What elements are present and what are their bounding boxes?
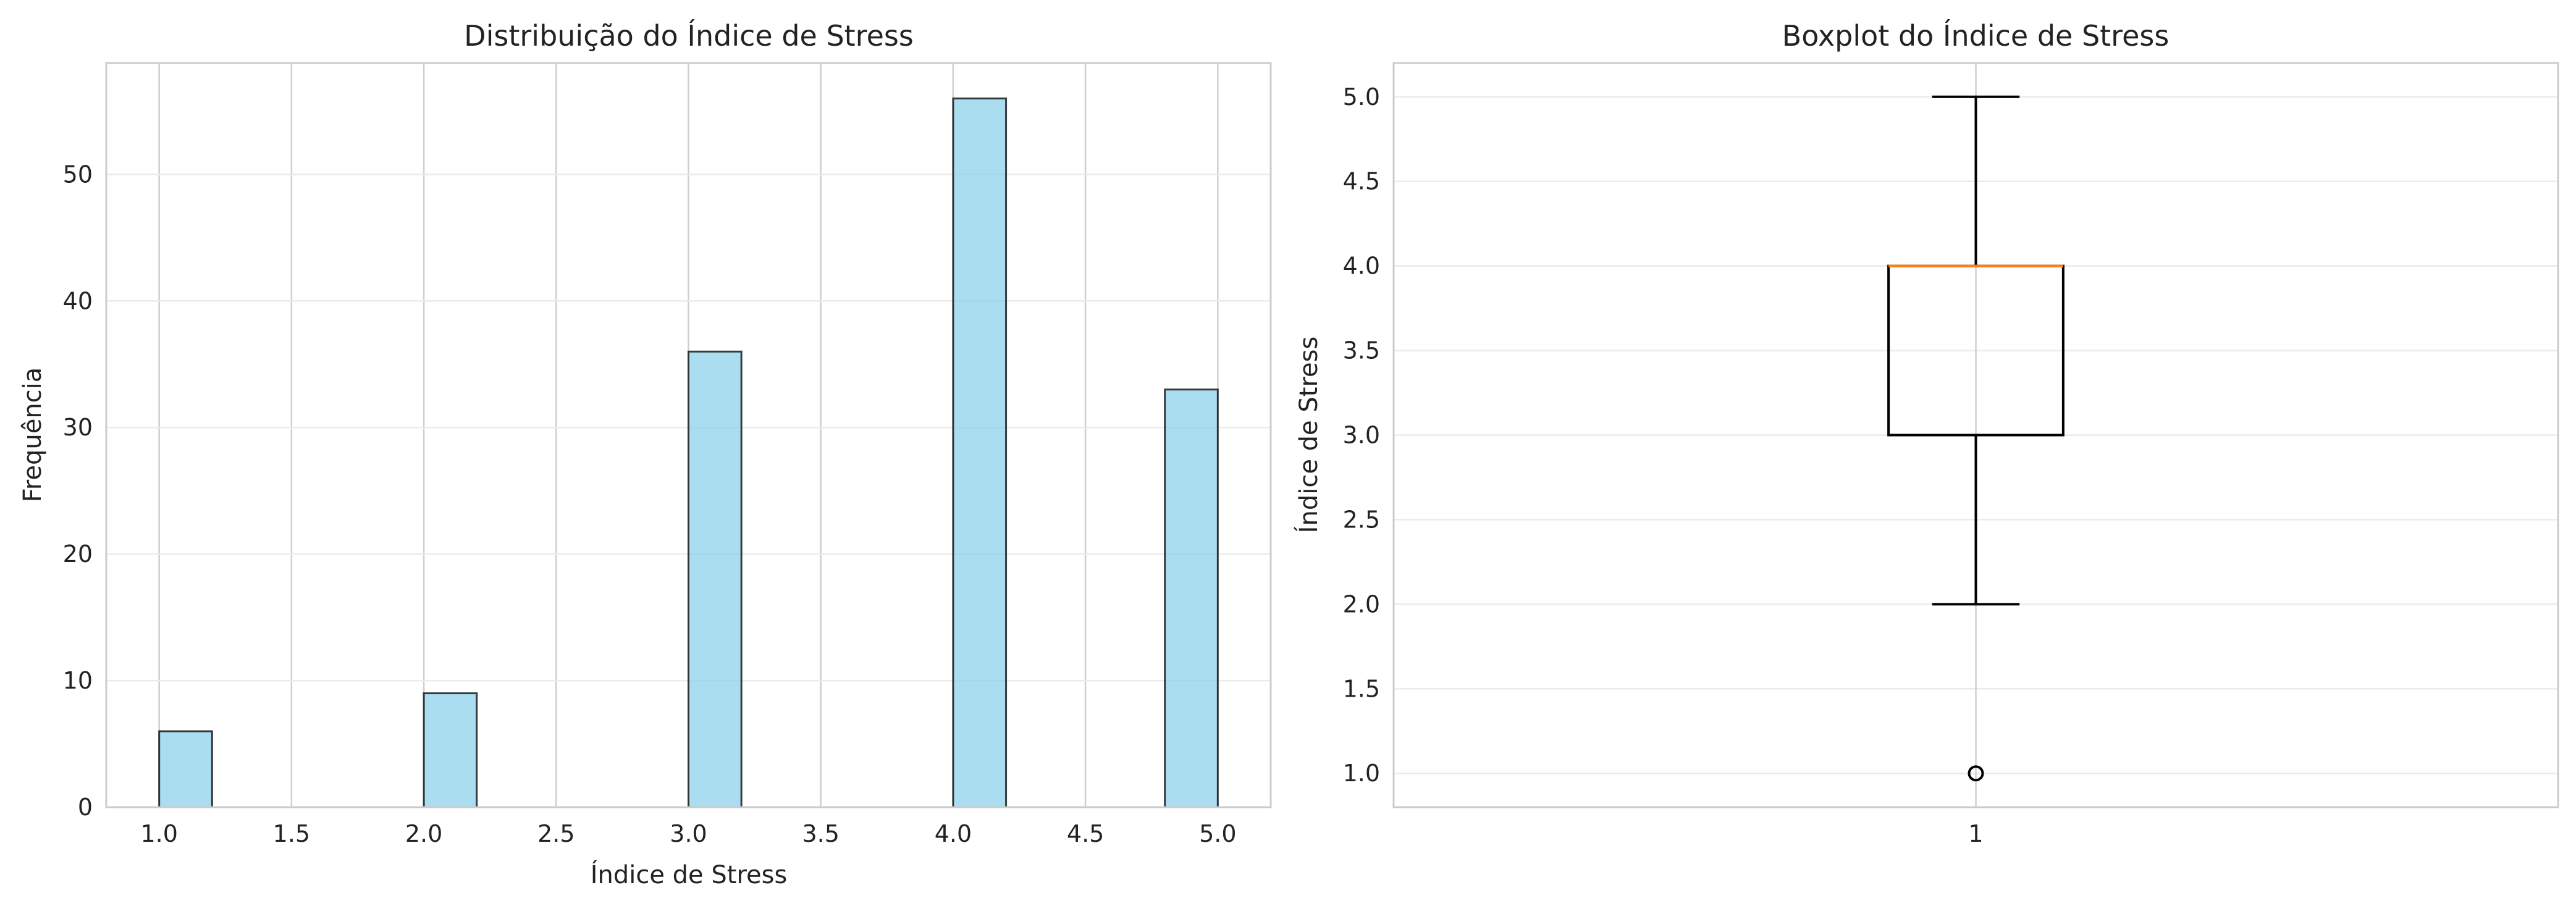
boxplot-y-tick-label: 3.0 [1343,422,1380,449]
boxplot-y-tick-label: 2.0 [1343,590,1380,618]
histogram-y-tick-label: 50 [63,161,93,188]
boxplot-y-tick-label: 5.0 [1343,83,1380,111]
boxplot-marks [1887,95,2065,782]
histogram-x-tick-label: 3.5 [802,820,839,847]
histogram-y-tick-label: 10 [63,667,93,694]
boxplot-frame [1392,62,2559,808]
boxplot-y-tick-label: 3.5 [1343,337,1380,364]
histogram-x-tick-label: 2.0 [405,820,442,847]
boxplot-y-tick-label: 4.5 [1343,168,1380,195]
histogram-bar [158,730,213,808]
histogram-y-ticks: 0 10 20 30 40 50 [63,161,93,821]
histogram-x-tick-label: 5.0 [1199,820,1236,847]
histogram-bar [423,692,478,808]
histogram-y-label: Frequência [19,367,47,503]
histogram-x-tick-label: 1.0 [140,820,177,847]
histogram-y-tick-label: 30 [63,414,93,441]
histogram-y-tick-label: 0 [78,794,93,821]
boxplot-x-tick-label: 1 [1968,820,1983,847]
boxplot-y-tick-label: 1.0 [1343,760,1380,787]
histogram-x-tick-label: 3.0 [670,820,707,847]
boxplot-chart: Boxplot do Índice de Stress 1 1.0 1.5 2.0 2… [1294,19,2559,847]
boxplot-y-tick-label: 4.0 [1343,253,1380,280]
histogram-bar [952,97,1008,808]
histogram-y-tick-label: 20 [63,540,93,568]
histogram-x-ticks: 1.0 1.5 2.0 2.5 3.0 3.5 4.0 4.5 5.0 [140,820,1236,847]
histogram-bars [158,97,1219,808]
histogram-title: Distribuição do Índice de Stress [464,19,914,52]
boxplot-outlier [1968,765,1984,782]
boxplot-y-label: Índice de Stress [1294,337,1323,534]
boxplot-y-ticks: 1.0 1.5 2.0 2.5 3.0 3.5 4.0 4.5 5.0 [1343,83,1380,787]
boxplot-y-tick-label: 2.5 [1343,506,1380,533]
boxplot-y-tick-label: 1.5 [1343,675,1380,702]
histogram-x-tick-label: 1.5 [273,820,310,847]
histogram-x-tick-label: 4.0 [935,820,972,847]
histogram-bar [1164,388,1219,808]
histogram-x-tick-label: 4.5 [1067,820,1104,847]
histogram-x-label: Índice de Stress [591,860,788,889]
histogram-x-tick-label: 2.5 [537,820,575,847]
histogram-bar [688,350,743,808]
histogram-y-tick-label: 40 [63,287,93,314]
boxplot-title: Boxplot do Índice de Stress [1782,19,2170,52]
histogram-frame [105,62,1272,808]
boxplot-x-ticks: 1 [1968,820,1983,847]
histogram-chart: Distribuição do Índice de Stress 1.0 1.5 2… [19,19,1272,889]
